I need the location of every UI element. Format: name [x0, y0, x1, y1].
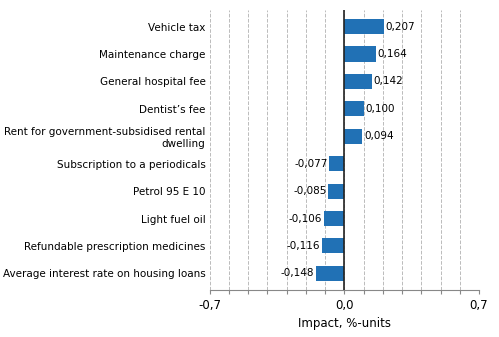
Text: 0,207: 0,207: [386, 22, 415, 32]
Text: 0,094: 0,094: [364, 131, 394, 141]
Bar: [328, 184, 344, 198]
Text: -0,116: -0,116: [287, 241, 320, 251]
Text: 0,164: 0,164: [377, 49, 407, 59]
Bar: [344, 129, 362, 144]
Text: 0,100: 0,100: [365, 104, 395, 114]
Text: -0,106: -0,106: [289, 214, 322, 223]
X-axis label: Impact, %-units: Impact, %-units: [298, 317, 391, 330]
Text: -0,148: -0,148: [281, 268, 314, 278]
Bar: [344, 19, 384, 34]
Text: 0,142: 0,142: [373, 76, 403, 86]
Bar: [322, 238, 344, 253]
Bar: [344, 101, 364, 116]
Bar: [316, 266, 344, 281]
Bar: [344, 47, 376, 62]
Bar: [329, 156, 344, 171]
Bar: [344, 74, 372, 89]
Text: -0,085: -0,085: [293, 186, 326, 196]
Bar: [324, 211, 344, 226]
Text: -0,077: -0,077: [294, 159, 328, 169]
